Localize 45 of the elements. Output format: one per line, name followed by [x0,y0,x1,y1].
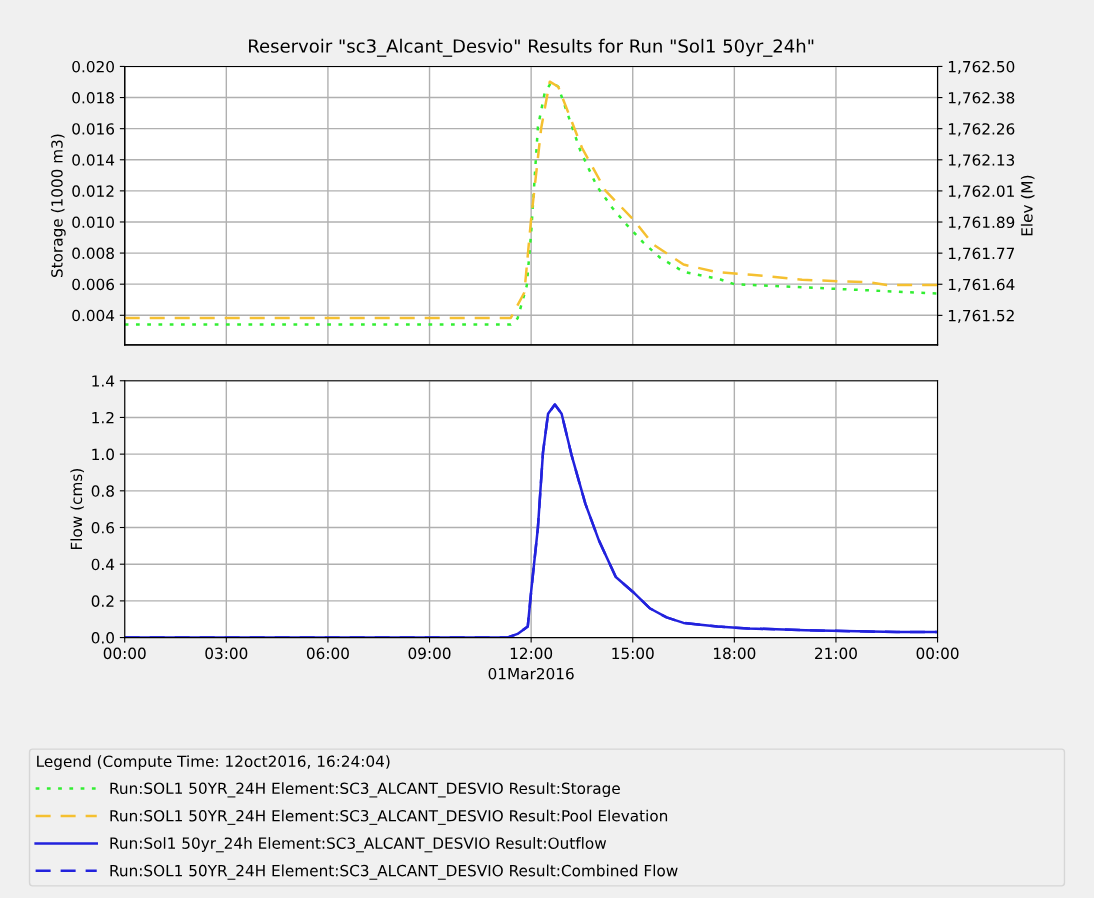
y-tick-label: 0.004 [72,309,115,322]
y-tick-label: 0.018 [72,92,114,104]
y2-tick-label: 1,761.52 [948,309,1014,323]
x-tick-label: 06:00 [306,647,349,660]
legend-label: Run:SOL1 50YR_24H Element:SC3_ALCANT_DESVIO Result:Storage [110,782,620,798]
y-tick-label: 0.010 [72,216,114,228]
y-tick-label: 0.6 [91,521,115,534]
x-tick-label: 15:00 [612,647,654,660]
y2-tick-label: 1,762.50 [948,60,1015,75]
x-tick-label: 18:00 [714,647,756,660]
y-tick-label: 0.4 [91,558,115,571]
legend-label: Run:SOL1 50YR_24H Element:SC3_ALCANT_DESVIO Result:Pool Elevation [110,809,668,825]
y2-tick-label: 1,762.38 [948,92,1015,106]
x-tick-label: 00:00 [916,647,959,660]
legend-label: Run:Sol1 50yr_24h Element:SC3_ALCANT_DESVIO Result:Outflow [110,837,607,853]
y2-tick-label: 1,762.13 [948,154,1015,168]
y2-tick-label: 1,761.64 [948,278,1015,292]
y-tick-label: 1.2 [92,411,114,424]
y-tick-label: 0.008 [72,247,114,260]
chart-title: Reservoir "sc3_Alcant_Desvio" Results for Run "Sol1 50yr_24h" [249,38,814,57]
y2-axis-title: Elev (M) [1020,175,1035,236]
x-axis-title: 01Mar2016 [488,667,574,680]
y-tick-label: 0.8 [91,485,114,497]
y-axis-title: Storage (1000 m3) [50,134,66,278]
y-tick-label: 0.2 [91,595,114,607]
y-tick-label: 1.4 [92,375,115,387]
x-tick-label: 03:00 [205,647,248,660]
y-tick-label: 0.020 [72,60,114,73]
y-tick-label: 0.016 [72,123,115,135]
y2-tick-label: 1,761.77 [948,247,1015,261]
y-axis-title: Flow (cms) [70,469,84,550]
y2-tick-label: 1,761.89 [948,216,1015,230]
x-tick-label: 09:00 [408,647,451,660]
y2-tick-label: 1,762.26 [948,123,1015,137]
legend-title: Legend (Compute Time: 12oct2016, 16:24:04) [37,755,390,771]
x-tick-label: 00:00 [103,647,146,660]
y-tick-label: 0.0 [91,632,114,644]
y-tick-label: 1.0 [92,448,114,461]
x-tick-label: 21:00 [815,647,857,660]
x-tick-label: 12:00 [510,647,553,660]
y2-tick-label: 1,762.01 [948,185,1014,199]
y-tick-label: 0.012 [72,185,114,197]
y-tick-label: 0.006 [72,278,115,291]
y-tick-label: 0.014 [72,154,115,166]
legend-label: Run:SOL1 50YR_24H Element:SC3_ALCANT_DESVIO Result:Combined Flow [110,864,678,880]
